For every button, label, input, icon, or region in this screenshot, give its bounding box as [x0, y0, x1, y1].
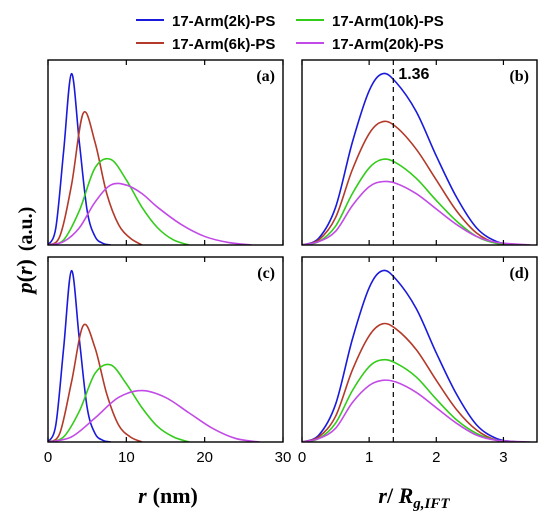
panel-c-series-2k [48, 269, 111, 442]
panel-b-series-6k [302, 120, 517, 245]
panel-c-label: (c) [257, 265, 275, 282]
panel-c-series-20k [48, 389, 260, 442]
panel-d-xtick-label: 2 [432, 449, 440, 466]
panel-a-series-6k [48, 110, 143, 245]
panel-d: 0 1 2 3 (d) [298, 256, 538, 466]
panel-c-xtick-label: 10 [118, 449, 135, 466]
panel-a-label: (a) [256, 68, 275, 85]
panel-d-frame [301, 256, 538, 443]
panel-d-series-2k [302, 269, 517, 442]
panel-c-series-10k [48, 363, 190, 442]
panel-b-label: (b) [509, 68, 529, 85]
x-axis-title-right: r/ Rg,IFT [378, 483, 450, 512]
legend-label-20k: 17-Arm(20k)-PS [332, 36, 444, 53]
legend-label-10k: 17-Arm(10k)-PS [332, 13, 444, 30]
panel-d-xtick-label: 0 [298, 449, 306, 466]
x-axis-title-left: r (nm) [138, 483, 198, 508]
panel-d-series-6k [302, 322, 517, 442]
panel-a-series-2k [48, 72, 111, 245]
panel-c-xtick-label: 0 [44, 449, 52, 466]
panel-a-series-20k [48, 182, 252, 245]
panel-b-series-2k [302, 72, 517, 245]
panel-b-series-20k [302, 180, 531, 245]
panel-c: 0 10 20 30 (c) [44, 256, 292, 466]
panel-c-xtick-label: 30 [275, 449, 292, 466]
panel-b-frame [301, 59, 538, 246]
legend: 17-Arm(2k)-PS 17-Arm(6k)-PS 17-Arm(10k)-… [136, 13, 444, 53]
annotation-label: 1.36 [398, 66, 429, 83]
panel-c-series-6k [48, 323, 143, 442]
panel-c-frame [47, 256, 284, 443]
panel-c-xtick-label: 20 [196, 449, 213, 466]
panel-d-xtick-label: 3 [499, 449, 507, 466]
panel-d-xtick-label: 1 [365, 449, 373, 466]
panel-d-label: (d) [509, 265, 529, 282]
legend-label-2k: 17-Arm(2k)-PS [172, 13, 275, 30]
panels: (a) 1.36 (b) 0 10 20 30 (c) 0 1 2 3 (d) [44, 59, 538, 466]
panel-b: 1.36 (b) [301, 59, 538, 246]
y-axis-title: p(r)(a.u.) [12, 207, 37, 296]
legend-label-6k: 17-Arm(6k)-PS [172, 36, 275, 53]
panel-a-series-10k [48, 157, 190, 245]
panel-a: (a) [47, 59, 284, 246]
panel-a-frame [47, 59, 284, 246]
panel-d-series-10k [302, 358, 524, 442]
panel-d-series-20k [302, 379, 531, 442]
